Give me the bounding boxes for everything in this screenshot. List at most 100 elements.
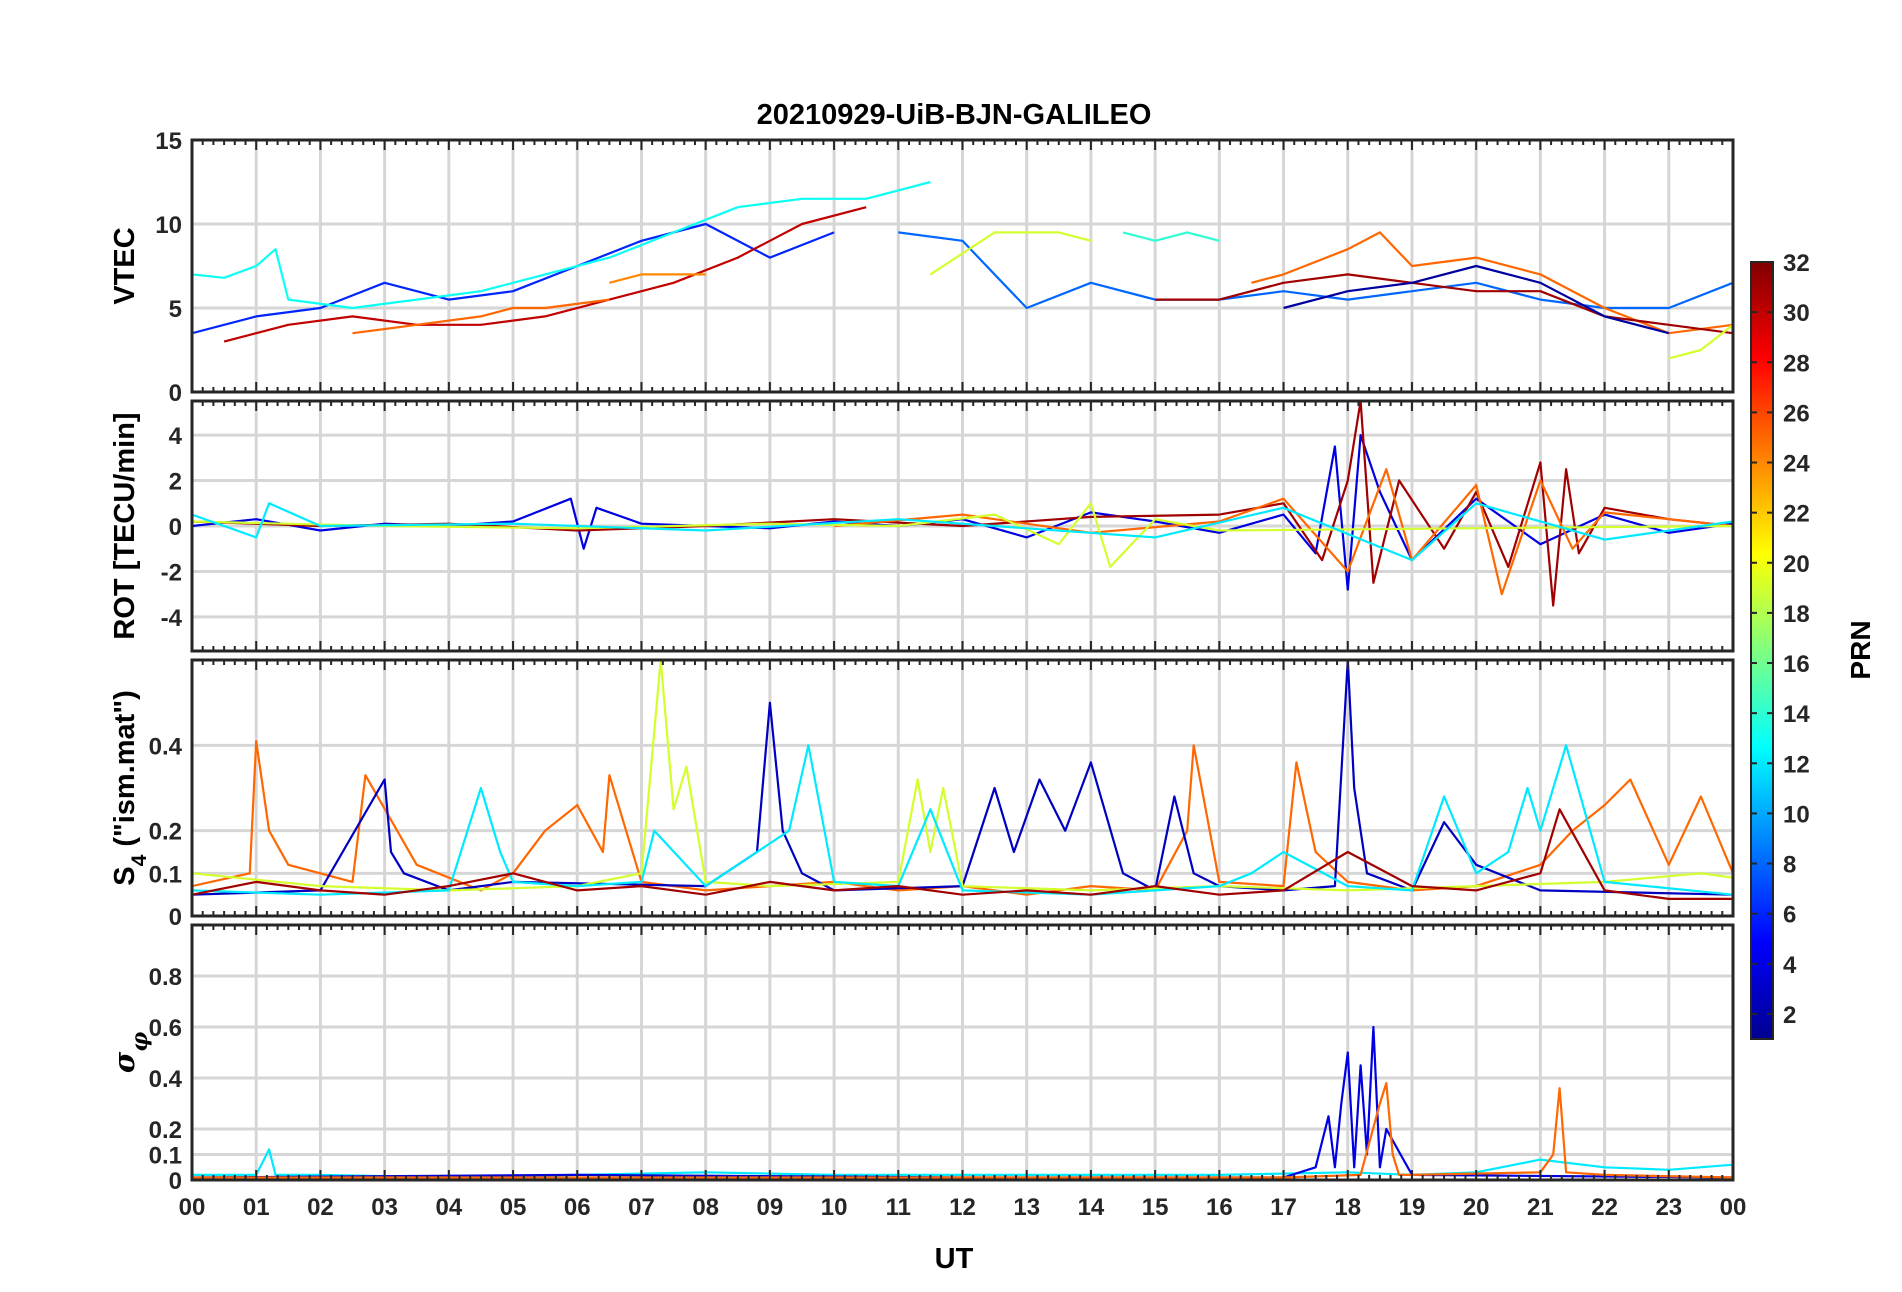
series-group [192,180,1733,360]
x-tick-label: 02 [307,1194,334,1221]
series-line-prn12 [192,744,1733,896]
x-tick-label: 08 [692,1194,719,1221]
colorbar-tick-label: 14 [1783,701,1810,728]
colorbar-tick-label: 20 [1783,551,1810,578]
colorbar-tick-label: 8 [1783,852,1796,879]
colorbar-tick-label: 12 [1783,751,1810,778]
x-tick-label: 11 [886,1194,911,1221]
series-line-prn13 [192,180,931,310]
x-tick-label: 10 [821,1194,848,1221]
x-tick-label: 07 [628,1194,655,1221]
x-tick-label: 03 [371,1194,398,1221]
x-tick-label: 16 [1206,1194,1233,1221]
x-tick-label: 22 [1591,1194,1618,1221]
y-tick-label: 0.2 [149,1117,182,1144]
series-group [192,660,1733,901]
series-line-prn25 [834,468,1733,596]
colorbar-tick-label: 30 [1783,300,1810,327]
series-line-prn30 [223,206,867,343]
x-tick-label: 01 [243,1194,270,1221]
colorbar-tick-label: 4 [1783,952,1797,979]
y-tick-label: -4 [161,605,183,632]
y-tick-label: 0 [169,380,182,407]
series-line-prn31 [1155,273,1733,335]
panel-4: 00.10.2 0.4 0.6 0.8 σφ [107,923,1735,1195]
y-tick-label: 4 [169,423,183,450]
colorbar-tick-label: 6 [1783,902,1796,929]
x-tick-label: 12 [949,1194,976,1221]
series-line-prn25 [352,298,610,335]
x-axis-label: UT [935,1243,974,1275]
y-axis-label: σφ [107,1032,153,1073]
series-line-prn24 [609,273,706,284]
x-tick-labels: 00 01 02 03 04 05 06 07 08 09 10 11 12 13 14 15 16 17 18 19… [179,1194,1747,1221]
x-tick-label: 18 [1334,1194,1361,1221]
x-tick-label: 21 [1527,1194,1554,1221]
y-tick-label: 0 [169,514,182,541]
y-tick-label: 0 [169,1168,182,1195]
colorbar-label: PRN [1845,620,1876,679]
series-line-prn8 [898,231,1733,310]
series-line-prn31 [192,808,1733,901]
axes-box [190,923,1735,1182]
y-tick-label: 0.1 [149,1143,182,1170]
y-tick-label: 15 [155,128,182,155]
y-tick-label: 5 [169,296,182,323]
y-tick-label: 0.6 [149,1015,182,1042]
colorbar-tick-label: 2 [1783,1002,1796,1029]
x-tick-label: 13 [1013,1194,1040,1221]
series-line-prn19 [192,502,1733,569]
x-tick-label: 23 [1655,1194,1682,1221]
series-line-prn3 [192,660,1733,896]
colorbar-tick-label: 26 [1783,400,1810,427]
x-tick-label: 00 [179,1194,206,1221]
series-line-prn6 [192,222,835,335]
panel-3: 0 0.1 0.2 0.4S4 ("ism.mat") [109,658,1735,931]
y-tick-label: 0 [169,904,182,931]
x-tick-label: 20 [1463,1194,1490,1221]
y-tick-label: 0.2 [149,819,182,846]
axes-box [190,399,1735,653]
panel-2: -4 -2 0 2 4 ROT [TECU/min] [109,399,1735,653]
y-tick-label: 0.1 [149,861,182,888]
y-tick-label: 0.4 [149,733,183,760]
chart-title: 20210929-UiB-BJN-GALILEO [757,99,1152,131]
series-line-prn2 [1283,264,1670,335]
colorbar-tick-label: 32 [1783,250,1810,277]
y-axis-label-subscript: φ [127,1032,153,1052]
axes-box [190,138,1735,394]
y-tick-label: 0.8 [149,964,182,991]
y-axis-label-rest: ("ism.mat") [109,690,141,854]
y-axis-label: VTEC [109,227,141,304]
y-tick-label: 0.4 [149,1066,183,1093]
y-axis-label: ROT [TECU/min] [109,412,141,639]
series-line-prn19 [1668,323,1733,360]
x-tick-label: 15 [1142,1194,1169,1221]
x-tick-label: 09 [757,1194,784,1221]
x-tick-label: 06 [564,1194,591,1221]
x-tick-label: 19 [1399,1194,1426,1221]
series-line-prn14 [1122,231,1220,242]
series-line-prn12 [192,502,1733,562]
axes-box [190,658,1735,918]
colorbar-tick-label: 10 [1783,801,1810,828]
series-line-prn19 [929,231,1092,276]
colorbar-tick-label: 16 [1783,651,1810,678]
x-tick-label: 14 [1078,1194,1105,1221]
y-axis-label-subscript: 4 [128,854,151,866]
colorbar-gradient [1750,261,1774,1040]
series-group [192,401,1733,607]
y-tick-label: -2 [161,559,182,586]
y-tick-label: 2 [169,469,182,496]
x-tick-label: 17 [1270,1194,1297,1221]
x-tick-label: 05 [500,1194,527,1221]
panel-1: 0 5 10 15 VTEC [109,128,1735,407]
colorbar-tick-label: 18 [1783,601,1810,628]
colorbar-tick-label: 22 [1783,501,1810,528]
colorbar-tick-label: 28 [1783,350,1810,377]
x-tick-label: 04 [435,1194,462,1221]
